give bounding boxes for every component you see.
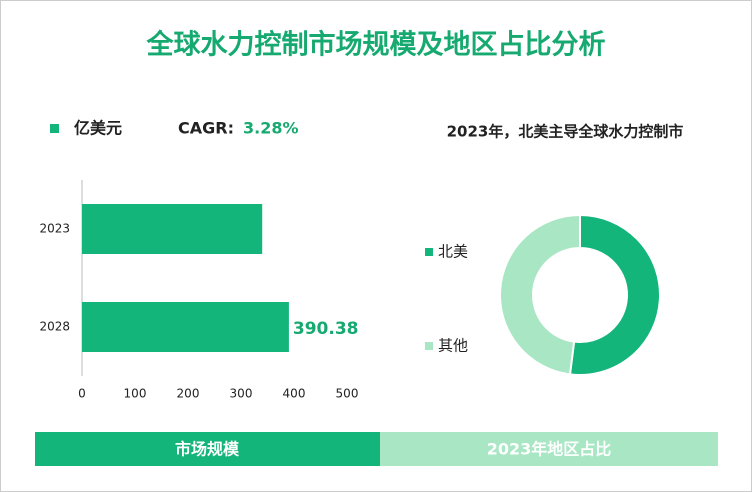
value-label: 390.38 (293, 319, 359, 339)
cagr-value: 3.28% (243, 119, 299, 138)
x-tick-label: 300 (230, 387, 253, 401)
legend-label: 其他 (438, 337, 468, 355)
cagr-label: CAGR: (178, 119, 234, 138)
y-tick-label: 2028 (39, 320, 70, 334)
legend-label: 亿美元 (74, 119, 122, 138)
legend-label: 北美 (438, 243, 468, 261)
y-tick-label: 2023 (39, 222, 70, 236)
footer-tab (380, 432, 718, 466)
pie-slice (499, 213, 581, 376)
pie-slice (568, 213, 661, 376)
page-title: 全球水力控制市场规模及地区占比分析 (146, 29, 606, 61)
footer-label: 2023年地区占比 (487, 440, 612, 459)
x-tick-label: 400 (283, 387, 306, 401)
bar (82, 204, 263, 254)
x-tick-label: 100 (124, 387, 147, 401)
x-tick-label: 200 (177, 387, 200, 401)
chart-title: 2023年，北美主导全球水力控制市 (447, 123, 684, 141)
legend-swatch (50, 124, 59, 133)
bar (82, 302, 289, 352)
x-tick-label: 500 (336, 387, 359, 401)
x-tick-label: 0 (78, 387, 86, 401)
footer-tab (35, 432, 380, 466)
footer-label: 市场规模 (175, 440, 240, 459)
legend-swatch (425, 342, 433, 350)
legend-swatch (425, 248, 433, 256)
